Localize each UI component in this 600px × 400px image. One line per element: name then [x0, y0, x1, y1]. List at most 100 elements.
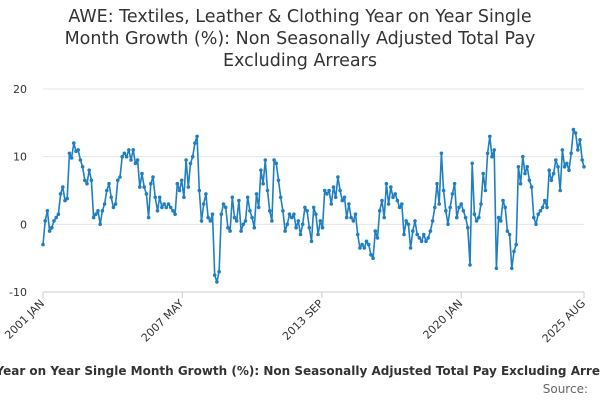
data-point	[182, 195, 186, 200]
y-tick-label: 20	[13, 83, 27, 96]
data-point	[404, 219, 409, 223]
data-point	[569, 151, 573, 156]
y-tick-label: -10	[9, 286, 27, 299]
data-point	[461, 209, 466, 213]
data-point	[408, 246, 413, 250]
data-point	[241, 222, 246, 227]
data-point	[344, 215, 349, 220]
data-point	[481, 171, 486, 176]
data-point	[459, 202, 464, 206]
data-point	[316, 232, 320, 237]
data-point	[532, 215, 536, 220]
chart-title-line-2: Month Growth (%): Non Seasonally Adjuste…	[64, 29, 536, 49]
data-point	[105, 188, 109, 193]
chart-title-line-1: AWE: Textiles, Leather & Clothing Year o…	[68, 7, 532, 27]
data-point	[342, 195, 347, 200]
data-point	[78, 158, 83, 162]
data-point	[452, 181, 457, 186]
data-point	[127, 148, 131, 152]
data-point	[417, 236, 422, 240]
data-point	[135, 158, 140, 162]
data-point	[43, 219, 47, 223]
data-point	[232, 215, 237, 220]
data-point	[582, 165, 586, 169]
data-point	[576, 148, 580, 152]
data-point	[358, 246, 362, 250]
data-point	[278, 195, 283, 200]
data-point	[204, 192, 208, 196]
data-point	[54, 215, 58, 220]
x-tick-label: 2020 JAN	[421, 297, 466, 342]
data-point	[168, 205, 173, 210]
x-tick-label: 2013 SEP	[280, 297, 326, 343]
data-point	[131, 148, 135, 152]
data-point	[298, 232, 303, 237]
data-point	[173, 212, 177, 216]
data-point	[50, 225, 54, 230]
data-point	[369, 253, 373, 257]
x-tick-label: 2007 MAY	[139, 297, 187, 345]
data-point	[83, 178, 87, 183]
data-point	[424, 239, 428, 244]
data-point	[470, 161, 475, 166]
data-point	[336, 175, 340, 179]
data-point	[300, 222, 305, 227]
data-point	[501, 198, 505, 203]
data-point	[435, 181, 439, 186]
data-point	[96, 209, 100, 213]
data-point	[164, 205, 169, 210]
data-point	[483, 188, 488, 193]
data-point	[457, 205, 461, 210]
data-point	[426, 236, 431, 240]
data-point	[276, 178, 281, 183]
data-point	[274, 161, 279, 166]
data-point	[402, 232, 406, 237]
data-point	[380, 198, 384, 203]
data-point	[221, 202, 226, 206]
data-point	[206, 215, 210, 220]
data-point	[285, 222, 290, 227]
data-point	[248, 209, 252, 213]
data-point	[448, 205, 453, 210]
data-point	[303, 205, 307, 210]
data-point	[52, 219, 56, 223]
data-point	[153, 195, 157, 200]
data-point	[389, 185, 393, 189]
data-point	[422, 232, 426, 237]
data-point	[540, 205, 545, 210]
data-point	[521, 154, 525, 159]
data-point	[373, 229, 378, 233]
data-point	[406, 222, 411, 227]
data-point	[349, 215, 353, 220]
data-point	[397, 205, 402, 210]
x-tick-label: 2025 AUG	[540, 297, 589, 346]
data-point	[85, 181, 89, 186]
data-point	[523, 171, 527, 176]
data-point	[65, 196, 69, 201]
data-point	[67, 151, 72, 156]
data-point	[360, 242, 364, 247]
data-point	[549, 178, 554, 183]
data-point	[340, 198, 345, 203]
data-point	[545, 205, 549, 210]
data-point	[45, 209, 50, 213]
data-point	[395, 198, 400, 203]
data-point	[98, 222, 102, 227]
data-point	[197, 188, 202, 193]
data-point	[144, 192, 149, 196]
data-point	[239, 229, 243, 233]
data-point	[468, 263, 472, 267]
data-point	[578, 138, 582, 142]
data-point	[514, 242, 518, 247]
data-point	[437, 202, 442, 206]
data-point	[375, 236, 380, 240]
data-point	[351, 219, 356, 223]
data-point	[325, 192, 329, 196]
data-point	[157, 195, 162, 200]
data-point	[151, 175, 155, 179]
data-point	[444, 209, 448, 213]
data-point	[292, 212, 296, 216]
data-point	[199, 219, 204, 223]
